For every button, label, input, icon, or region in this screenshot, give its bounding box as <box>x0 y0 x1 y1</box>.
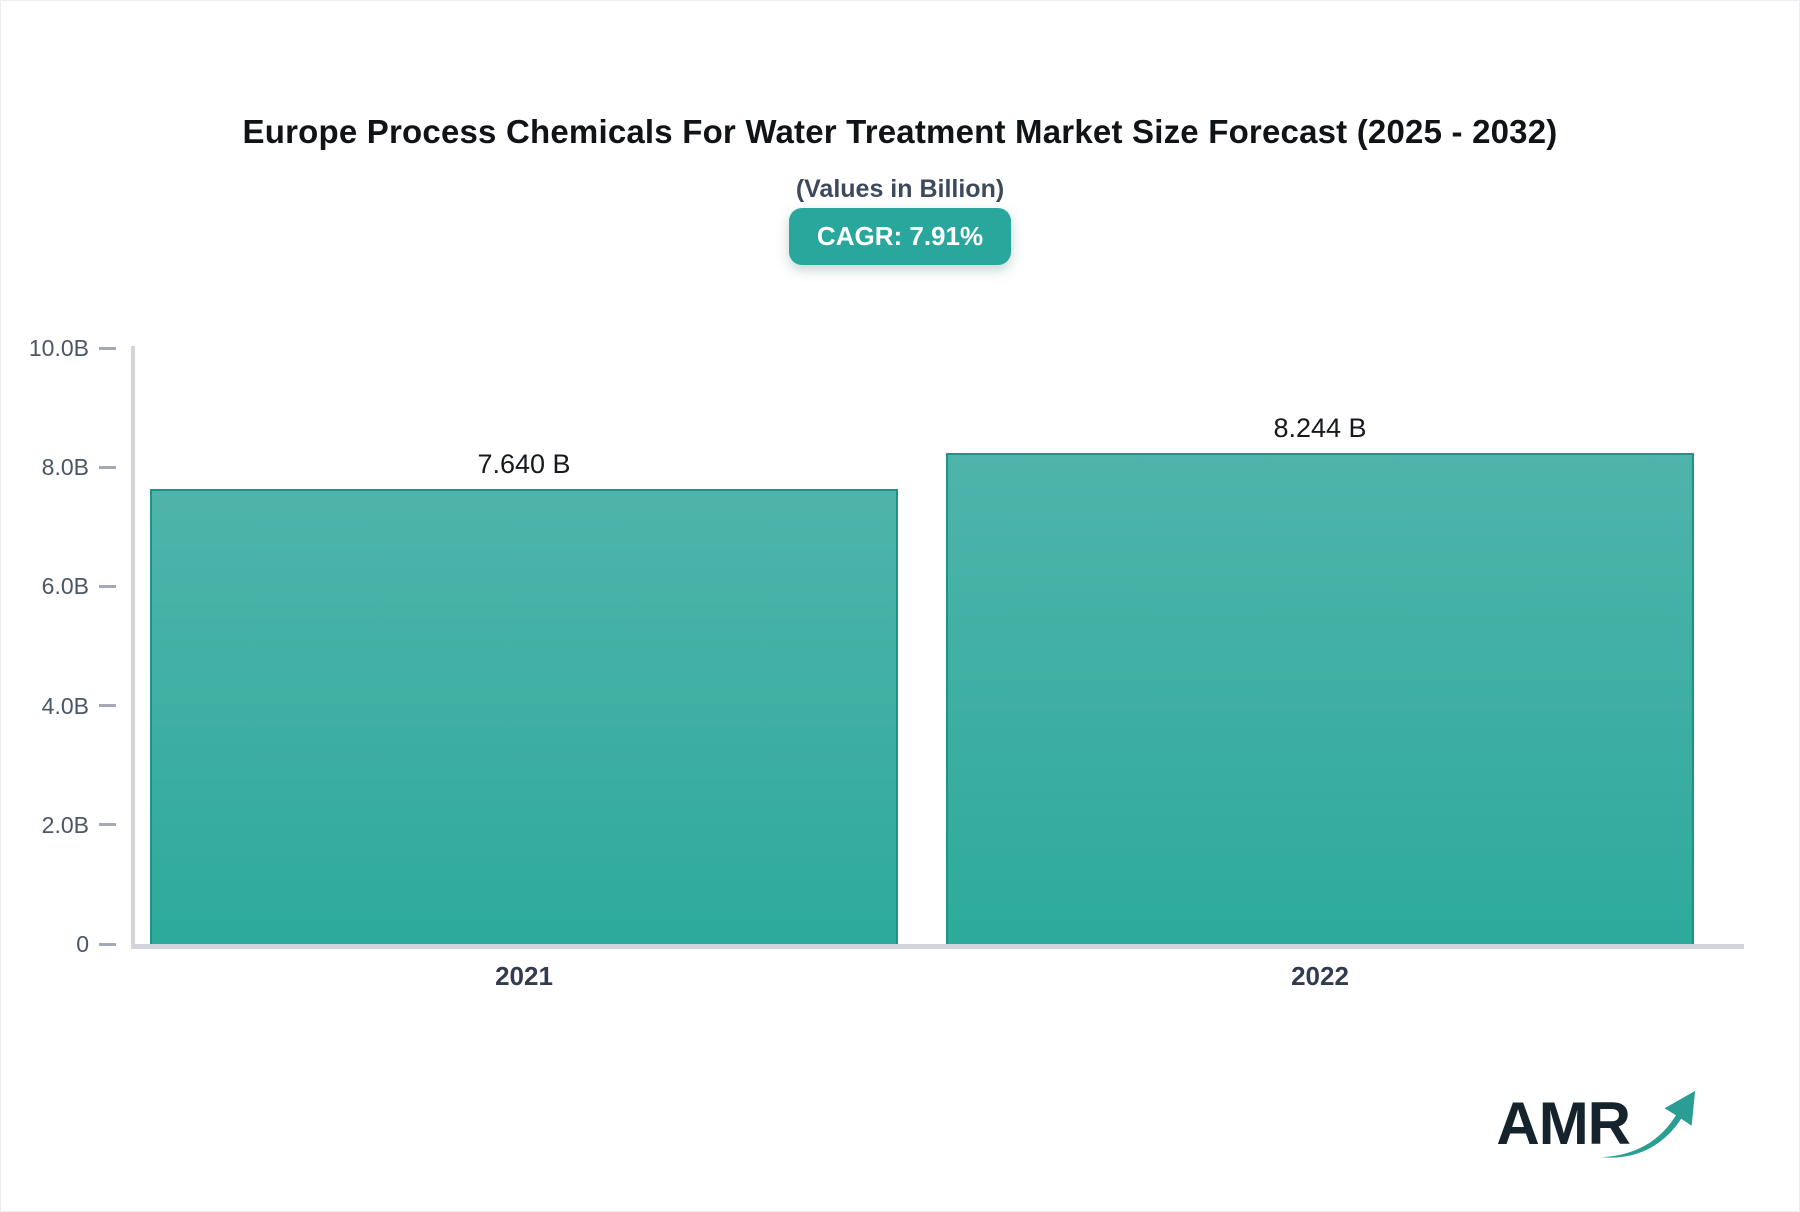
y-axis-line <box>131 346 135 949</box>
x-axis-category-label: 2022 <box>1291 961 1349 991</box>
y-tick-label: 8.0B <box>41 454 89 481</box>
bar-value-label: 7.640 B <box>477 448 571 479</box>
x-axis-category-label: 2021 <box>495 961 553 991</box>
bar-value-label: 8.244 B <box>1273 412 1367 443</box>
x-axis-line <box>131 944 1744 949</box>
y-tick-label: 10.0B <box>28 335 89 361</box>
bar-2021[interactable] <box>150 488 898 944</box>
y-axis-tick <box>99 465 116 469</box>
badge-row: CAGR: 7.91% <box>1 208 1799 265</box>
y-axis-tick <box>99 942 116 946</box>
cagr-badge: CAGR: 7.91% <box>788 208 1012 265</box>
y-tick-label: 6.0B <box>41 573 89 600</box>
amr-logo-text: AMR <box>1496 1089 1631 1157</box>
y-axis-tick <box>99 704 116 708</box>
chart-header: Europe Process Chemicals For Water Treat… <box>1 1 1799 265</box>
chart-title: Europe Process Chemicals For Water Treat… <box>242 113 1558 150</box>
y-axis-tick <box>99 346 116 350</box>
y-axis-tick <box>99 823 116 827</box>
amr-logo: AMR <box>1496 1079 1696 1168</box>
y-tick-label: 4.0B <box>41 692 89 719</box>
bar-2022[interactable] <box>946 452 1694 944</box>
plot-area: 0 2.0B 4.0B 6.0B 8.0B 10.0B 7.640 B 2021 8.244 B… <box>29 335 1744 991</box>
growth-arrow-icon <box>1600 1085 1696 1168</box>
chart-subtitle: (Values in Billion) <box>795 175 1005 203</box>
y-tick-label: 0 <box>76 931 89 957</box>
y-tick-label: 2.0B <box>41 811 89 838</box>
y-axis-tick <box>99 584 116 588</box>
